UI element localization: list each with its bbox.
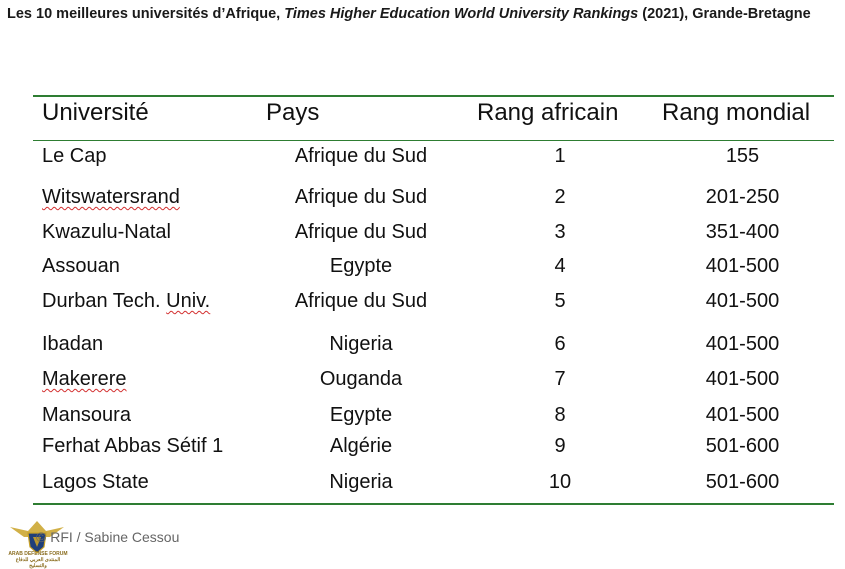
cell-text: 401-500 (705, 333, 780, 355)
table-cell-r6-c4: 401-500 (660, 332, 825, 356)
table-cell-r1-c3: 1 (490, 144, 630, 168)
caption-prefix: Les 10 meilleures universités d’Afrique, (7, 6, 285, 22)
cell-text: 8 (554, 404, 566, 426)
header-rang-africain: Rang africain (477, 99, 619, 126)
table-cell-r9-c1: Ferhat Abbas Sétif 1 (42, 434, 223, 458)
cell-text: 6 (554, 333, 566, 355)
cell-text: 7 (554, 368, 566, 390)
table-cell-r1-c2: Afrique du Sud (250, 144, 472, 168)
cell-text: 9 (554, 435, 566, 457)
cell-text: Kwazulu-Natal (42, 221, 171, 243)
table-cell-r2-c3: 2 (490, 185, 630, 209)
caption-suffix: (2021), Grande-Bretagne (638, 6, 811, 22)
cell-text: 5 (554, 290, 566, 312)
table-header-rule (33, 140, 834, 141)
table-cell-r1-c1: Le Cap (42, 144, 107, 168)
cell-text: 351-400 (705, 221, 780, 243)
watermark-name: ARAB DEFENSE FORUM (8, 551, 68, 557)
cell-text: 401-500 (705, 290, 780, 312)
header-rang-mondial: Rang mondial (662, 99, 811, 126)
table-cell-r6-c1: Ibadan (42, 332, 103, 356)
watermark-arabic: المنتدى العربي للدفاع والتسليح (15, 557, 61, 569)
cell-text: 501-600 (705, 471, 780, 493)
cell-text: Algérie (329, 435, 393, 457)
cell-text: 2 (554, 186, 566, 208)
cell-text: Afrique du Sud (294, 186, 428, 208)
table-cell-r5-c1: Durban Tech. Univ. (42, 289, 210, 313)
cell-text: Egypte (329, 404, 393, 426)
table-cell-r7-c1: Makerere (42, 367, 126, 391)
table-cell-r4-c4: 401-500 (660, 254, 825, 278)
cell-text: 10 (548, 471, 572, 493)
cell-text: 4 (554, 255, 566, 277)
cell-text: Afrique du Sud (294, 145, 428, 167)
arab-defense-forum-logo (10, 521, 64, 554)
table-cell-r9-c3: 9 (490, 434, 630, 458)
cell-text: 401-500 (705, 404, 780, 426)
table-cell-r9-c4: 501-600 (660, 434, 825, 458)
cell-text: Le Cap (42, 145, 107, 167)
table-cell-r5-c3: 5 (490, 289, 630, 313)
table-cell-r8-c1: Mansoura (42, 403, 131, 427)
table-bottom-rule (33, 503, 834, 505)
table-cell-r9-c2: Algérie (250, 434, 472, 458)
cell-text: Makerere (42, 368, 127, 390)
cell-text: Ibadan (42, 333, 104, 355)
table-cell-r10-c4: 501-600 (660, 470, 825, 494)
cell-text: 3 (554, 221, 566, 243)
table-cell-r5-c4: 401-500 (660, 289, 825, 313)
table-cell-r10-c1: Lagos State (42, 470, 149, 494)
table-cell-r4-c2: Egypte (250, 254, 472, 278)
cell-text: 501-600 (705, 435, 780, 457)
cell-text: Witswatersrand (42, 186, 180, 208)
table-cell-r3-c1: Kwazulu-Natal (42, 220, 171, 244)
cell-text: 1 (554, 145, 566, 167)
table-cell-r8-c3: 8 (490, 403, 630, 427)
table-cell-r7-c4: 401-500 (660, 367, 825, 391)
caption-source: Times Higher Education World University … (284, 6, 639, 22)
table-cell-r2-c4: 201-250 (660, 185, 825, 209)
cell-text: Assouan (42, 255, 120, 277)
table-cell-r8-c2: Egypte (250, 403, 472, 427)
table-cell-r1-c4: 155 (660, 144, 825, 168)
table-cell-r6-c3: 6 (490, 332, 630, 356)
table-cell-r3-c4: 351-400 (660, 220, 825, 244)
cell-text: Lagos State (42, 471, 149, 493)
cell-text: 401-500 (705, 255, 780, 277)
table-cell-r4-c1: Assouan (42, 254, 120, 278)
table-cell-r4-c3: 4 (490, 254, 630, 278)
table-cell-r3-c3: 3 (490, 220, 630, 244)
table-top-rule (33, 95, 834, 97)
cell-text: Ouganda (319, 368, 403, 390)
table-cell-r7-c3: 7 (490, 367, 630, 391)
cell-text: Ferhat Abbas Sétif 1 (42, 435, 224, 457)
cell-text: Durban Tech. Univ. (42, 290, 211, 312)
table-cell-r6-c2: Nigeria (250, 332, 472, 356)
table-cell-r3-c2: Afrique du Sud (250, 220, 472, 244)
cell-text: Egypte (329, 255, 393, 277)
table-cell-r2-c2: Afrique du Sud (250, 185, 472, 209)
table-cell-r8-c4: 401-500 (660, 403, 825, 427)
table-cell-r5-c2: Afrique du Sud (250, 289, 472, 313)
cell-text: Nigeria (329, 471, 393, 493)
header-universite: Université (42, 99, 149, 126)
cell-text: Mansoura (42, 404, 131, 426)
cell-text: 401-500 (705, 368, 780, 390)
table-cell-r10-c3: 10 (490, 470, 630, 494)
photo-credit: © RFI / Sabine Cessou (36, 529, 180, 545)
cell-text: 155 (725, 145, 760, 167)
figure-caption: Les 10 meilleures universités d’Afrique,… (7, 3, 837, 25)
cell-text: Afrique du Sud (294, 290, 428, 312)
cell-text: Afrique du Sud (294, 221, 428, 243)
table-cell-r10-c2: Nigeria (250, 470, 472, 494)
cell-text: 201-250 (705, 186, 780, 208)
header-pays: Pays (266, 99, 320, 126)
watermark-text: ARAB DEFENSE FORUM المنتدى العربي للدفاع… (7, 551, 69, 569)
table-cell-r7-c2: Ouganda (250, 367, 472, 391)
cell-text: Nigeria (329, 333, 393, 355)
table-cell-r2-c1: Witswatersrand (42, 185, 180, 209)
